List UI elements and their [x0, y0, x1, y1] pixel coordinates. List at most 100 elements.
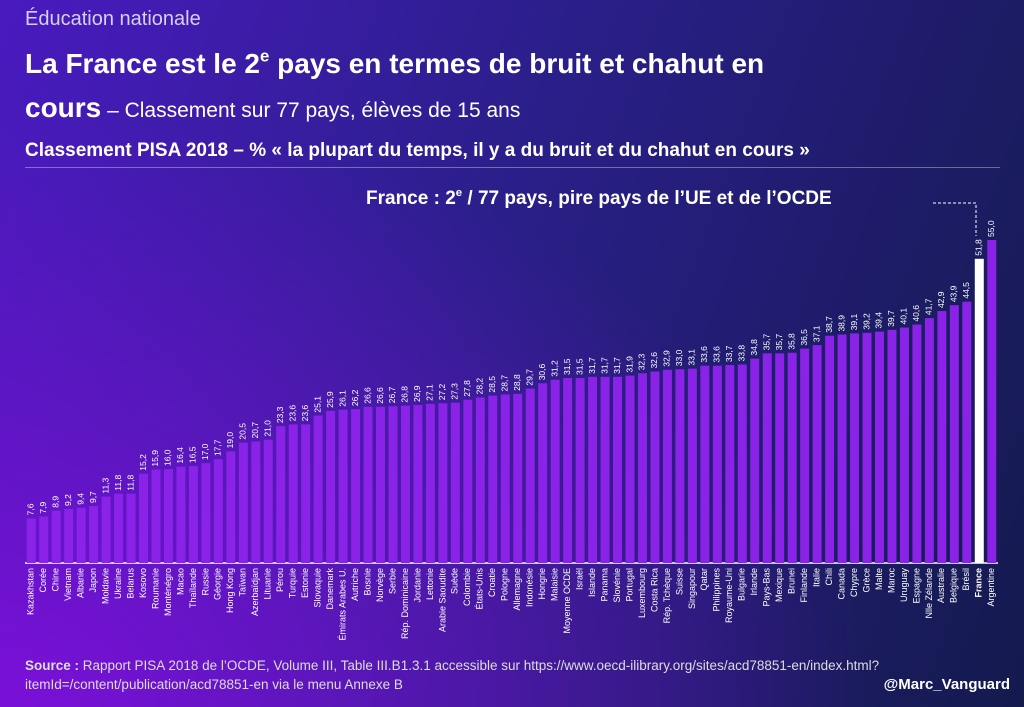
x-tick-label: Costa Rica: [649, 568, 659, 612]
value-label: 28,8: [512, 374, 522, 391]
x-tick-label: Pays-Bas: [762, 568, 772, 607]
x-tick-label: Corée: [38, 568, 48, 593]
bar: [450, 402, 460, 563]
title: La France est le 2e pays en termes de br…: [25, 42, 764, 133]
title-part: La France est le 2: [25, 48, 261, 79]
bar: [64, 508, 74, 563]
bar: [26, 518, 36, 563]
x-tick-label: Moldavie: [100, 568, 110, 604]
x-tick-label: Bulgarie: [737, 568, 747, 601]
title-part: cours: [25, 92, 102, 123]
x-tick-label: Norvège: [375, 568, 385, 602]
bar: [213, 459, 223, 563]
source-label: Source :: [25, 658, 80, 673]
value-label: 37,1: [811, 325, 821, 342]
bar: [662, 369, 672, 563]
x-tick-label: Émirats Arabes U.: [337, 568, 347, 641]
x-tick-label: Azerbaïdjan: [250, 568, 260, 616]
x-tick-label: Colombie: [462, 568, 472, 606]
bar: [862, 332, 872, 563]
bar: [251, 441, 261, 563]
bar: [787, 352, 797, 563]
x-tick-label: Royaume-Uni: [724, 568, 734, 623]
bar: [775, 353, 785, 563]
x-tick-label: Rép. Dominicaine: [400, 568, 410, 639]
x-tick-label: Espagne: [911, 568, 921, 604]
annotation-sup: e: [455, 187, 463, 200]
bar: [937, 311, 947, 563]
x-tick-label: Ukraine: [113, 568, 123, 599]
bar: [875, 331, 884, 563]
value-label: 33,6: [712, 346, 722, 363]
bar: [238, 442, 248, 563]
value-label: 32,3: [637, 353, 647, 370]
value-label: 44,5: [961, 282, 971, 299]
x-tick-label: Israël: [574, 568, 584, 590]
bar: [687, 368, 697, 563]
value-label: 26,6: [375, 387, 385, 404]
x-tick-label: Belarus: [125, 568, 135, 599]
value-label: 29,7: [524, 369, 534, 386]
x-tick-label: Lituanie: [263, 568, 273, 600]
bar: [51, 510, 61, 563]
bar: [850, 333, 860, 563]
x-tick-label: Portugal: [624, 568, 634, 602]
bar: [949, 305, 959, 563]
x-tick-label: Arabie Saoudite: [437, 568, 447, 632]
value-label: 39,2: [861, 313, 871, 330]
x-tick-label: Croatie: [487, 568, 497, 597]
x-tick-label: Hong Kong: [225, 568, 235, 613]
bar: [388, 406, 398, 563]
bar: [139, 473, 148, 563]
x-tick-label: Serbie: [387, 568, 397, 594]
bar: [750, 358, 760, 563]
value-label: 16,4: [175, 447, 185, 464]
bar: [762, 353, 772, 563]
x-tick-label: Canada: [836, 568, 846, 600]
x-tick-label: Bosnie: [362, 568, 372, 596]
bar: [613, 376, 623, 563]
value-label: 40,6: [911, 305, 921, 322]
value-label: 31,7: [599, 357, 609, 374]
kicker: Éducation nationale: [25, 8, 201, 30]
x-tick-label: Australie: [936, 568, 946, 603]
bar: [650, 371, 660, 563]
value-label: 9,7: [88, 491, 98, 503]
x-tick-label: Suède: [450, 568, 460, 594]
x-tick-label: Italie: [811, 568, 821, 587]
bar: [825, 335, 835, 563]
value-label: 43,9: [949, 285, 959, 302]
value-label: 36,5: [799, 329, 809, 346]
x-tick-label: Taïwan: [238, 568, 248, 597]
x-tick-label: Slovénie: [612, 568, 622, 603]
bar: [313, 415, 323, 563]
bar: [550, 379, 560, 563]
value-label: 26,8: [400, 386, 410, 403]
x-tick-label: Kazakhstan: [26, 568, 36, 615]
bar: [538, 383, 548, 563]
value-label: 31,5: [574, 358, 584, 375]
x-tick-label: Malte: [874, 568, 884, 590]
bar: [288, 424, 298, 563]
bar: [76, 507, 86, 563]
x-tick-label: Hongrie: [537, 568, 547, 600]
x-tick-label: Moyenne OCDE: [562, 568, 572, 634]
x-tick-label: Grèce: [861, 568, 871, 593]
x-tick-label: Japon: [88, 568, 98, 593]
source: Source : Rapport PISA 2018 de l’OCDE, Vo…: [25, 656, 905, 694]
bar: [400, 405, 410, 563]
x-tick-label: Rép. Tchèque: [662, 568, 672, 623]
credit: @Marc_Vanguard: [883, 676, 1010, 693]
value-label: 39,7: [886, 310, 896, 327]
x-tick-label: Chypre: [849, 568, 859, 597]
bar: [600, 376, 610, 563]
x-tick-label: Thaïlande: [188, 568, 198, 608]
value-label: 25,1: [312, 396, 322, 413]
value-label: 26,9: [412, 385, 422, 402]
bar: [363, 406, 373, 563]
x-tick-label: Argentine: [986, 568, 996, 607]
value-label: 32,9: [662, 350, 672, 367]
value-label: 21,0: [263, 420, 273, 437]
x-tick-label: France: [974, 568, 984, 598]
bar: [226, 451, 236, 563]
